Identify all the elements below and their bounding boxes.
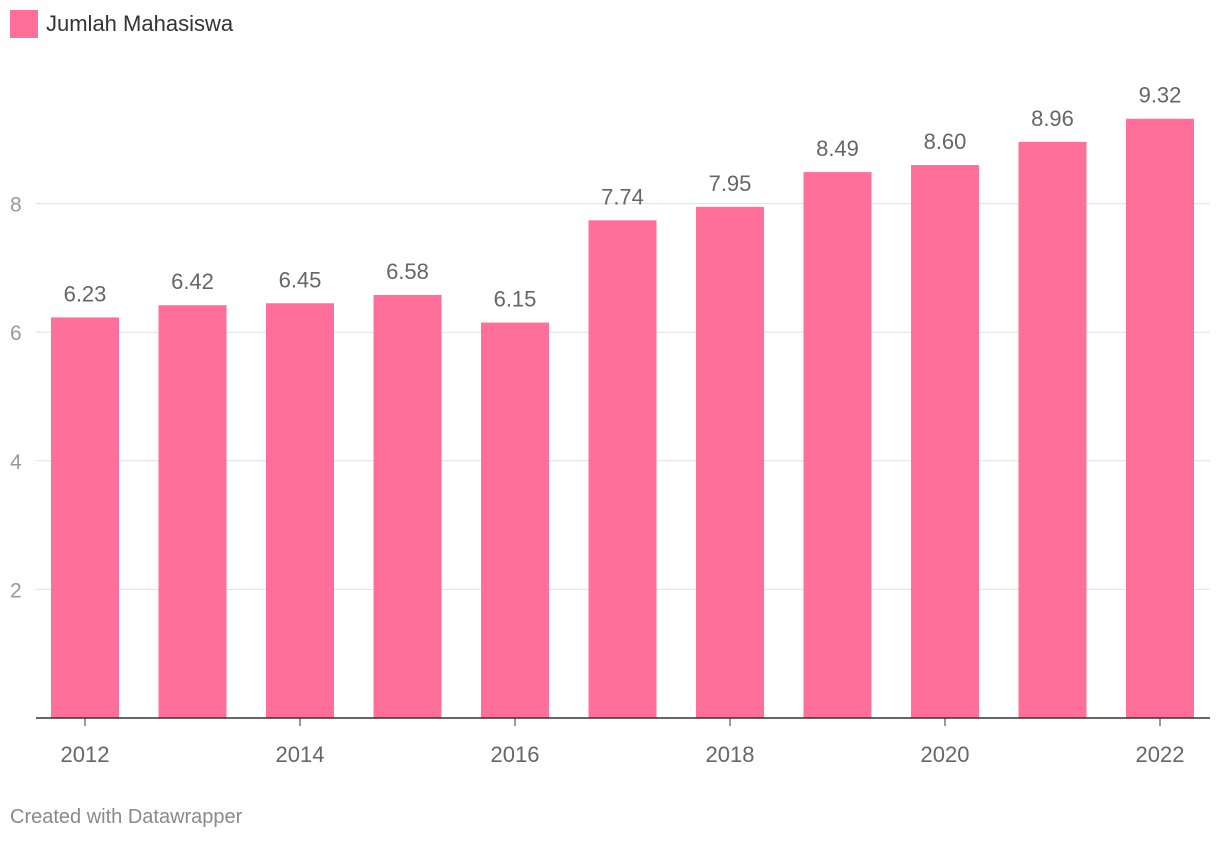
value-label: 6.23 (64, 281, 107, 306)
bar-2014 (266, 303, 334, 718)
value-label: 8.96 (1031, 106, 1074, 131)
value-label: 8.49 (816, 136, 859, 161)
bar-2021 (1018, 141, 1087, 718)
bar-2020 (911, 165, 979, 718)
legend-swatch (10, 10, 38, 38)
value-label: 6.42 (171, 269, 214, 294)
x-tick-label: 2018 (706, 742, 755, 767)
bar-2019 (803, 172, 872, 718)
bars: 6.23 6.42 6.45 6.58 6.15 7.74 7.95 8.49 8.60 8.96… (51, 83, 1194, 718)
y-tick-label: 8 (10, 194, 22, 217)
credit-text: Created with Datawrapper (10, 806, 243, 828)
value-label: 7.74 (601, 184, 644, 209)
legend-label: Jumlah Mahasiswa (46, 11, 234, 36)
x-tick-label: 2022 (1136, 742, 1185, 767)
value-label: 6.15 (494, 287, 537, 312)
bar-2018 (696, 206, 764, 718)
x-tick-label: 2012 (61, 742, 110, 767)
bar-2016 (481, 322, 549, 718)
x-tick-label: 2014 (276, 742, 325, 767)
x-tick-label: 2016 (491, 742, 540, 767)
value-label: 6.58 (386, 259, 429, 284)
value-label: 7.95 (709, 171, 752, 196)
x-axis: 2012 2014 2016 2018 2020 2022 (36, 717, 1210, 767)
bar-2013 (158, 305, 227, 718)
bar-2015 (373, 294, 442, 718)
value-label: 6.45 (279, 267, 322, 292)
y-tick-label: 6 (10, 322, 22, 345)
y-tick-label: 2 (10, 579, 22, 602)
bar-2022 (1126, 118, 1194, 718)
bar-2017 (588, 220, 657, 718)
x-tick-label: 2020 (921, 742, 970, 767)
value-label: 8.60 (924, 129, 967, 154)
bar-chart: 2 4 6 8 6.23 6.42 6.45 6.58 6.15 7.74 7.95 8.49 8.6… (10, 83, 1210, 767)
bar-2012 (51, 317, 119, 718)
legend: Jumlah Mahasiswa (10, 10, 233, 38)
y-tick-label: 4 (10, 451, 22, 474)
value-label: 9.32 (1139, 83, 1182, 108)
